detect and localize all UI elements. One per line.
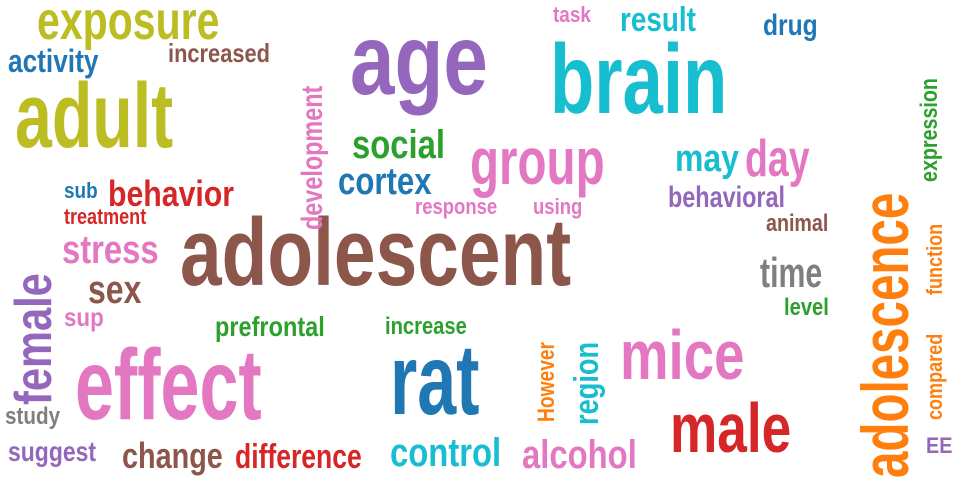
word-difference: difference <box>235 438 362 476</box>
word-control: control <box>390 431 502 475</box>
word-social: social <box>352 123 445 167</box>
word-response: response <box>415 194 498 219</box>
word-prefrontal: prefrontal <box>215 311 325 342</box>
word-sub: sub <box>64 178 98 203</box>
word-exposure: exposure <box>37 0 220 51</box>
word-expression: expression <box>916 78 943 182</box>
word-task: task <box>553 2 591 27</box>
word-group: group <box>470 124 605 198</box>
word-however: However <box>533 341 560 422</box>
word-result: result <box>620 1 696 39</box>
word-development: development <box>296 85 329 230</box>
word-rat: rat <box>390 324 480 436</box>
word-using: using <box>533 194 583 219</box>
word-behavior: behavior <box>108 173 235 214</box>
word-behavioral: behavioral <box>668 181 786 214</box>
word-sex: sex <box>88 268 142 312</box>
word-stress: stress <box>62 228 159 272</box>
word-increased: increased <box>168 38 270 68</box>
word-day: day <box>745 130 810 188</box>
word-increase: increase <box>385 313 467 340</box>
word-adult: adult <box>15 65 174 167</box>
word-age: age <box>350 4 488 116</box>
word-drug: drug <box>763 9 818 42</box>
word-activity: activity <box>8 43 99 79</box>
word-effect: effect <box>75 329 262 441</box>
word-mice: mice <box>620 316 745 394</box>
word-region: region <box>568 341 606 425</box>
word-change: change <box>122 435 223 476</box>
word-alcohol: alcohol <box>522 433 637 477</box>
word-female: female <box>5 273 63 405</box>
word-ee: EE <box>926 433 953 458</box>
word-time: time <box>760 249 823 296</box>
word-treatment: treatment <box>64 204 147 229</box>
word-study: study <box>5 403 61 430</box>
word-brain: brain <box>550 24 728 134</box>
word-suggest: suggest <box>8 436 97 467</box>
word-may: may <box>675 138 739 180</box>
word-sup: sup <box>64 302 104 332</box>
word-animal: animal <box>766 210 829 237</box>
word-male: male <box>670 389 792 467</box>
word-compared: compared <box>922 333 947 420</box>
word-function: function <box>922 223 947 295</box>
word-adolescent: adolescent <box>180 199 572 306</box>
word-level: level <box>784 294 829 321</box>
word-cortex: cortex <box>338 161 432 203</box>
word-adolescence: adolescence <box>848 192 922 478</box>
